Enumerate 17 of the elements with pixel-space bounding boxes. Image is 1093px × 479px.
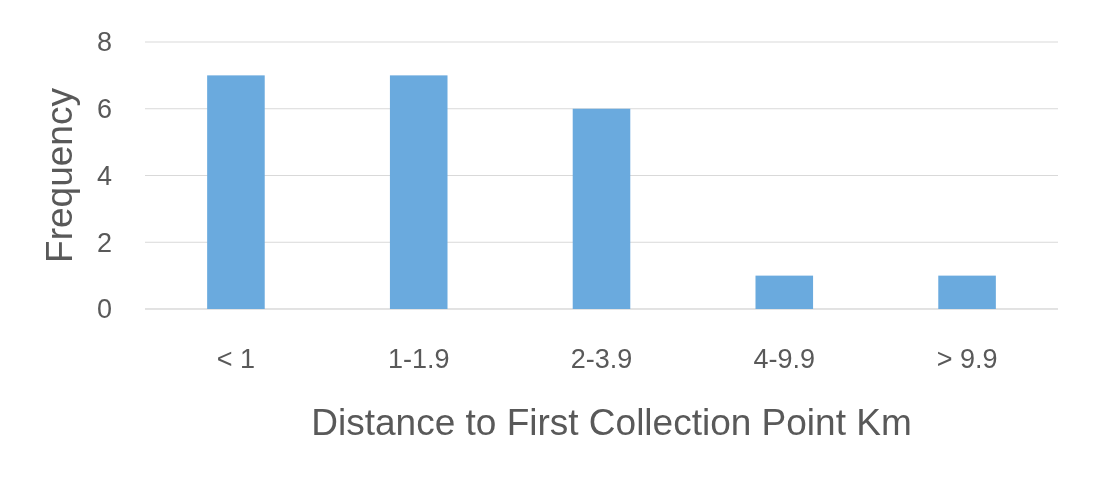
- bar: [389, 75, 448, 309]
- x-tick-label: 2-3.9: [570, 344, 633, 374]
- bar: [207, 75, 265, 309]
- y-tick-label: 8: [96, 27, 112, 58]
- x-axis-title: Distance to First Collection Point Km: [311, 402, 912, 443]
- x-tick-label: 4-9.9: [753, 344, 816, 374]
- x-tick-label: > 9.9: [936, 344, 998, 374]
- y-tick-label: 0: [96, 294, 112, 325]
- bar: [938, 275, 996, 309]
- x-tick-label: 1-1.9: [387, 344, 450, 374]
- bar: [572, 108, 631, 309]
- y-axis-title: Frequency: [39, 87, 80, 263]
- y-tick-label: 6: [96, 94, 112, 125]
- y-tick-label: 4: [96, 160, 112, 191]
- x-tick-label: < 1: [216, 344, 256, 374]
- y-tick-label: 2: [96, 227, 112, 258]
- bar: [755, 275, 814, 309]
